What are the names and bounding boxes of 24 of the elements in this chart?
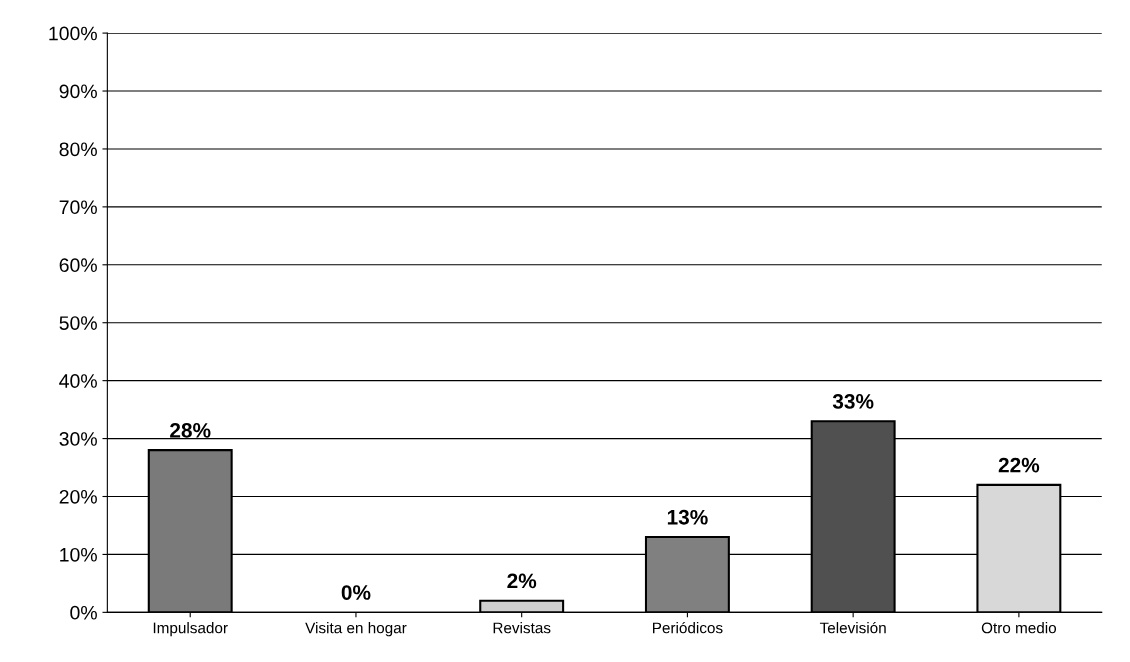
y-tick-label: 0%	[70, 605, 97, 620]
y-tick-label: 60%	[59, 258, 97, 273]
y-tick-label: 80%	[59, 142, 97, 157]
data-label: 2%	[507, 573, 537, 589]
data-label: 13%	[667, 509, 708, 525]
x-tick-label: Visita en hogar	[305, 622, 407, 637]
x-tick-label: Revistas	[493, 622, 551, 634]
y-tick-label: 10%	[60, 547, 97, 562]
y-tick-label: 90%	[59, 84, 97, 99]
x-tick-label: Otro medio	[981, 622, 1057, 634]
y-tick-label: 50%	[59, 316, 97, 330]
x-tick-label: Periódicos	[653, 621, 723, 634]
data-label: 33%	[832, 393, 874, 409]
y-tick-label: 20%	[59, 489, 97, 504]
data-label: 0%	[341, 585, 371, 600]
x-tick-label: Impulsador	[153, 622, 228, 637]
data-label: 28%	[170, 422, 211, 438]
x-tick-label: Televisión	[819, 621, 886, 634]
data-label: 22%	[998, 457, 1040, 473]
y-tick-label: 40%	[59, 374, 97, 388]
bar	[479, 599, 565, 613]
y-tick-label: 30%	[59, 432, 97, 446]
y-tick-label: 70%	[59, 200, 97, 215]
y-tick-label: 100%	[49, 26, 97, 41]
